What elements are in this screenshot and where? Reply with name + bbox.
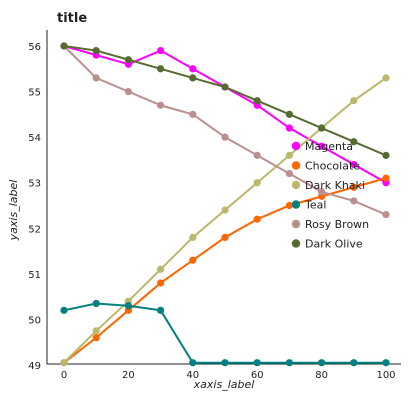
y-tick-label: 54 [28, 133, 41, 144]
data-point-teal [189, 359, 197, 367]
legend-label-dark-olive: Dark Olive [305, 238, 363, 251]
plot-area [46, 30, 401, 367]
legend-marker-dark-olive [291, 239, 301, 248]
data-point-dark-khaki [221, 206, 229, 214]
data-point-dark-olive [189, 74, 197, 82]
data-point-chocolate [350, 183, 358, 191]
data-point-dark-olive [157, 65, 165, 73]
data-point-chocolate [157, 279, 165, 287]
series-line-teal [63, 302, 386, 364]
data-point-dark-khaki [350, 97, 358, 105]
data-point-dark-olive [382, 151, 390, 159]
data-point-teal [92, 299, 100, 308]
data-point-teal [382, 359, 390, 367]
data-point-dark-olive [318, 124, 326, 132]
data-point-dark-khaki [157, 265, 165, 273]
data-point-rosy-brown [189, 110, 197, 118]
series-line-chocolate [63, 177, 387, 364]
chart-title: title [57, 11, 87, 26]
x-tick-label: 60 [251, 370, 264, 381]
data-point-magenta [157, 46, 165, 55]
data-point-teal [60, 306, 68, 314]
x-tick-label: 80 [315, 370, 328, 381]
data-point-rosy-brown [157, 101, 165, 109]
legend-label-teal: Teal [304, 199, 326, 212]
data-point-dark-olive [92, 46, 100, 55]
y-tick-label: 49 [28, 361, 41, 372]
data-point-magenta [318, 142, 326, 150]
legend-label-chocolate: Chocolate [305, 160, 360, 173]
y-tick-label: 52 [28, 224, 41, 235]
data-point-chocolate [285, 201, 293, 210]
data-point-teal [221, 359, 229, 367]
legend-marker-teal [291, 200, 301, 209]
data-point-dark-khaki [60, 359, 68, 367]
data-point-dark-khaki [189, 233, 197, 241]
data-point-dark-olive [285, 110, 293, 118]
legend-label-dark-khaki: Dark Khaki [305, 179, 365, 192]
data-point-teal [157, 306, 165, 314]
data-point-teal [285, 359, 293, 367]
data-point-chocolate [92, 334, 100, 342]
y-axis-title: yaxis_label [7, 180, 20, 242]
data-point-chocolate [253, 215, 261, 223]
data-point-dark-khaki [285, 151, 293, 159]
data-point-rosy-brown [350, 197, 358, 205]
data-point-rosy-brown [382, 211, 390, 219]
data-point-rosy-brown [285, 170, 293, 178]
data-point-dark-olive [253, 97, 261, 105]
data-point-magenta [285, 124, 293, 132]
data-point-dark-olive [124, 56, 132, 64]
x-tick-label: 0 [61, 370, 67, 381]
data-point-rosy-brown [318, 188, 326, 196]
legend-marker-chocolate [291, 161, 301, 170]
legend: Magenta Chocolate Dark Khaki Teal Rosy Brown… [291, 140, 369, 251]
data-point-dark-olive [60, 42, 68, 50]
data-point-magenta [189, 65, 197, 73]
data-point-rosy-brown [124, 87, 132, 96]
data-point-dark-olive [221, 83, 229, 91]
data-point-chocolate [221, 233, 229, 241]
legend-marker-rosy-brown [291, 219, 301, 229]
data-point-dark-khaki [92, 327, 100, 335]
data-point-rosy-brown [92, 74, 100, 82]
y-axis-ticks: 49 50 51 52 53 54 55 56 [28, 42, 41, 372]
y-tick-label: 51 [28, 270, 41, 281]
data-point-teal [124, 302, 132, 310]
data-point-magenta [350, 160, 358, 169]
data-point-teal [350, 359, 358, 367]
data-point-teal [318, 359, 326, 367]
data-point-dark-khaki [382, 74, 390, 82]
y-tick-label: 55 [28, 88, 41, 99]
legend-label-rosy-brown: Rosy Brown [305, 218, 369, 231]
legend-marker-magenta [291, 141, 301, 151]
data-point-dark-khaki [253, 179, 261, 187]
legend-marker-dark-khaki [291, 180, 301, 190]
data-point-chocolate [382, 174, 390, 182]
x-axis-ticks: 0 20 40 60 80 100 [61, 370, 396, 381]
x-tick-label: 40 [186, 370, 199, 381]
x-tick-label: 20 [122, 370, 135, 381]
y-tick-label: 53 [28, 179, 41, 190]
data-point-chocolate [189, 256, 197, 264]
data-point-rosy-brown [253, 151, 261, 159]
x-tick-label: 100 [376, 370, 395, 381]
data-point-rosy-brown [221, 133, 229, 141]
y-tick-label: 56 [28, 42, 41, 53]
legend-label-magenta: Magenta [305, 140, 353, 153]
data-point-dark-olive [350, 138, 358, 146]
y-tick-label: 50 [28, 315, 41, 326]
x-axis-title: xaxis_label [193, 378, 255, 391]
data-point-teal [253, 359, 261, 367]
